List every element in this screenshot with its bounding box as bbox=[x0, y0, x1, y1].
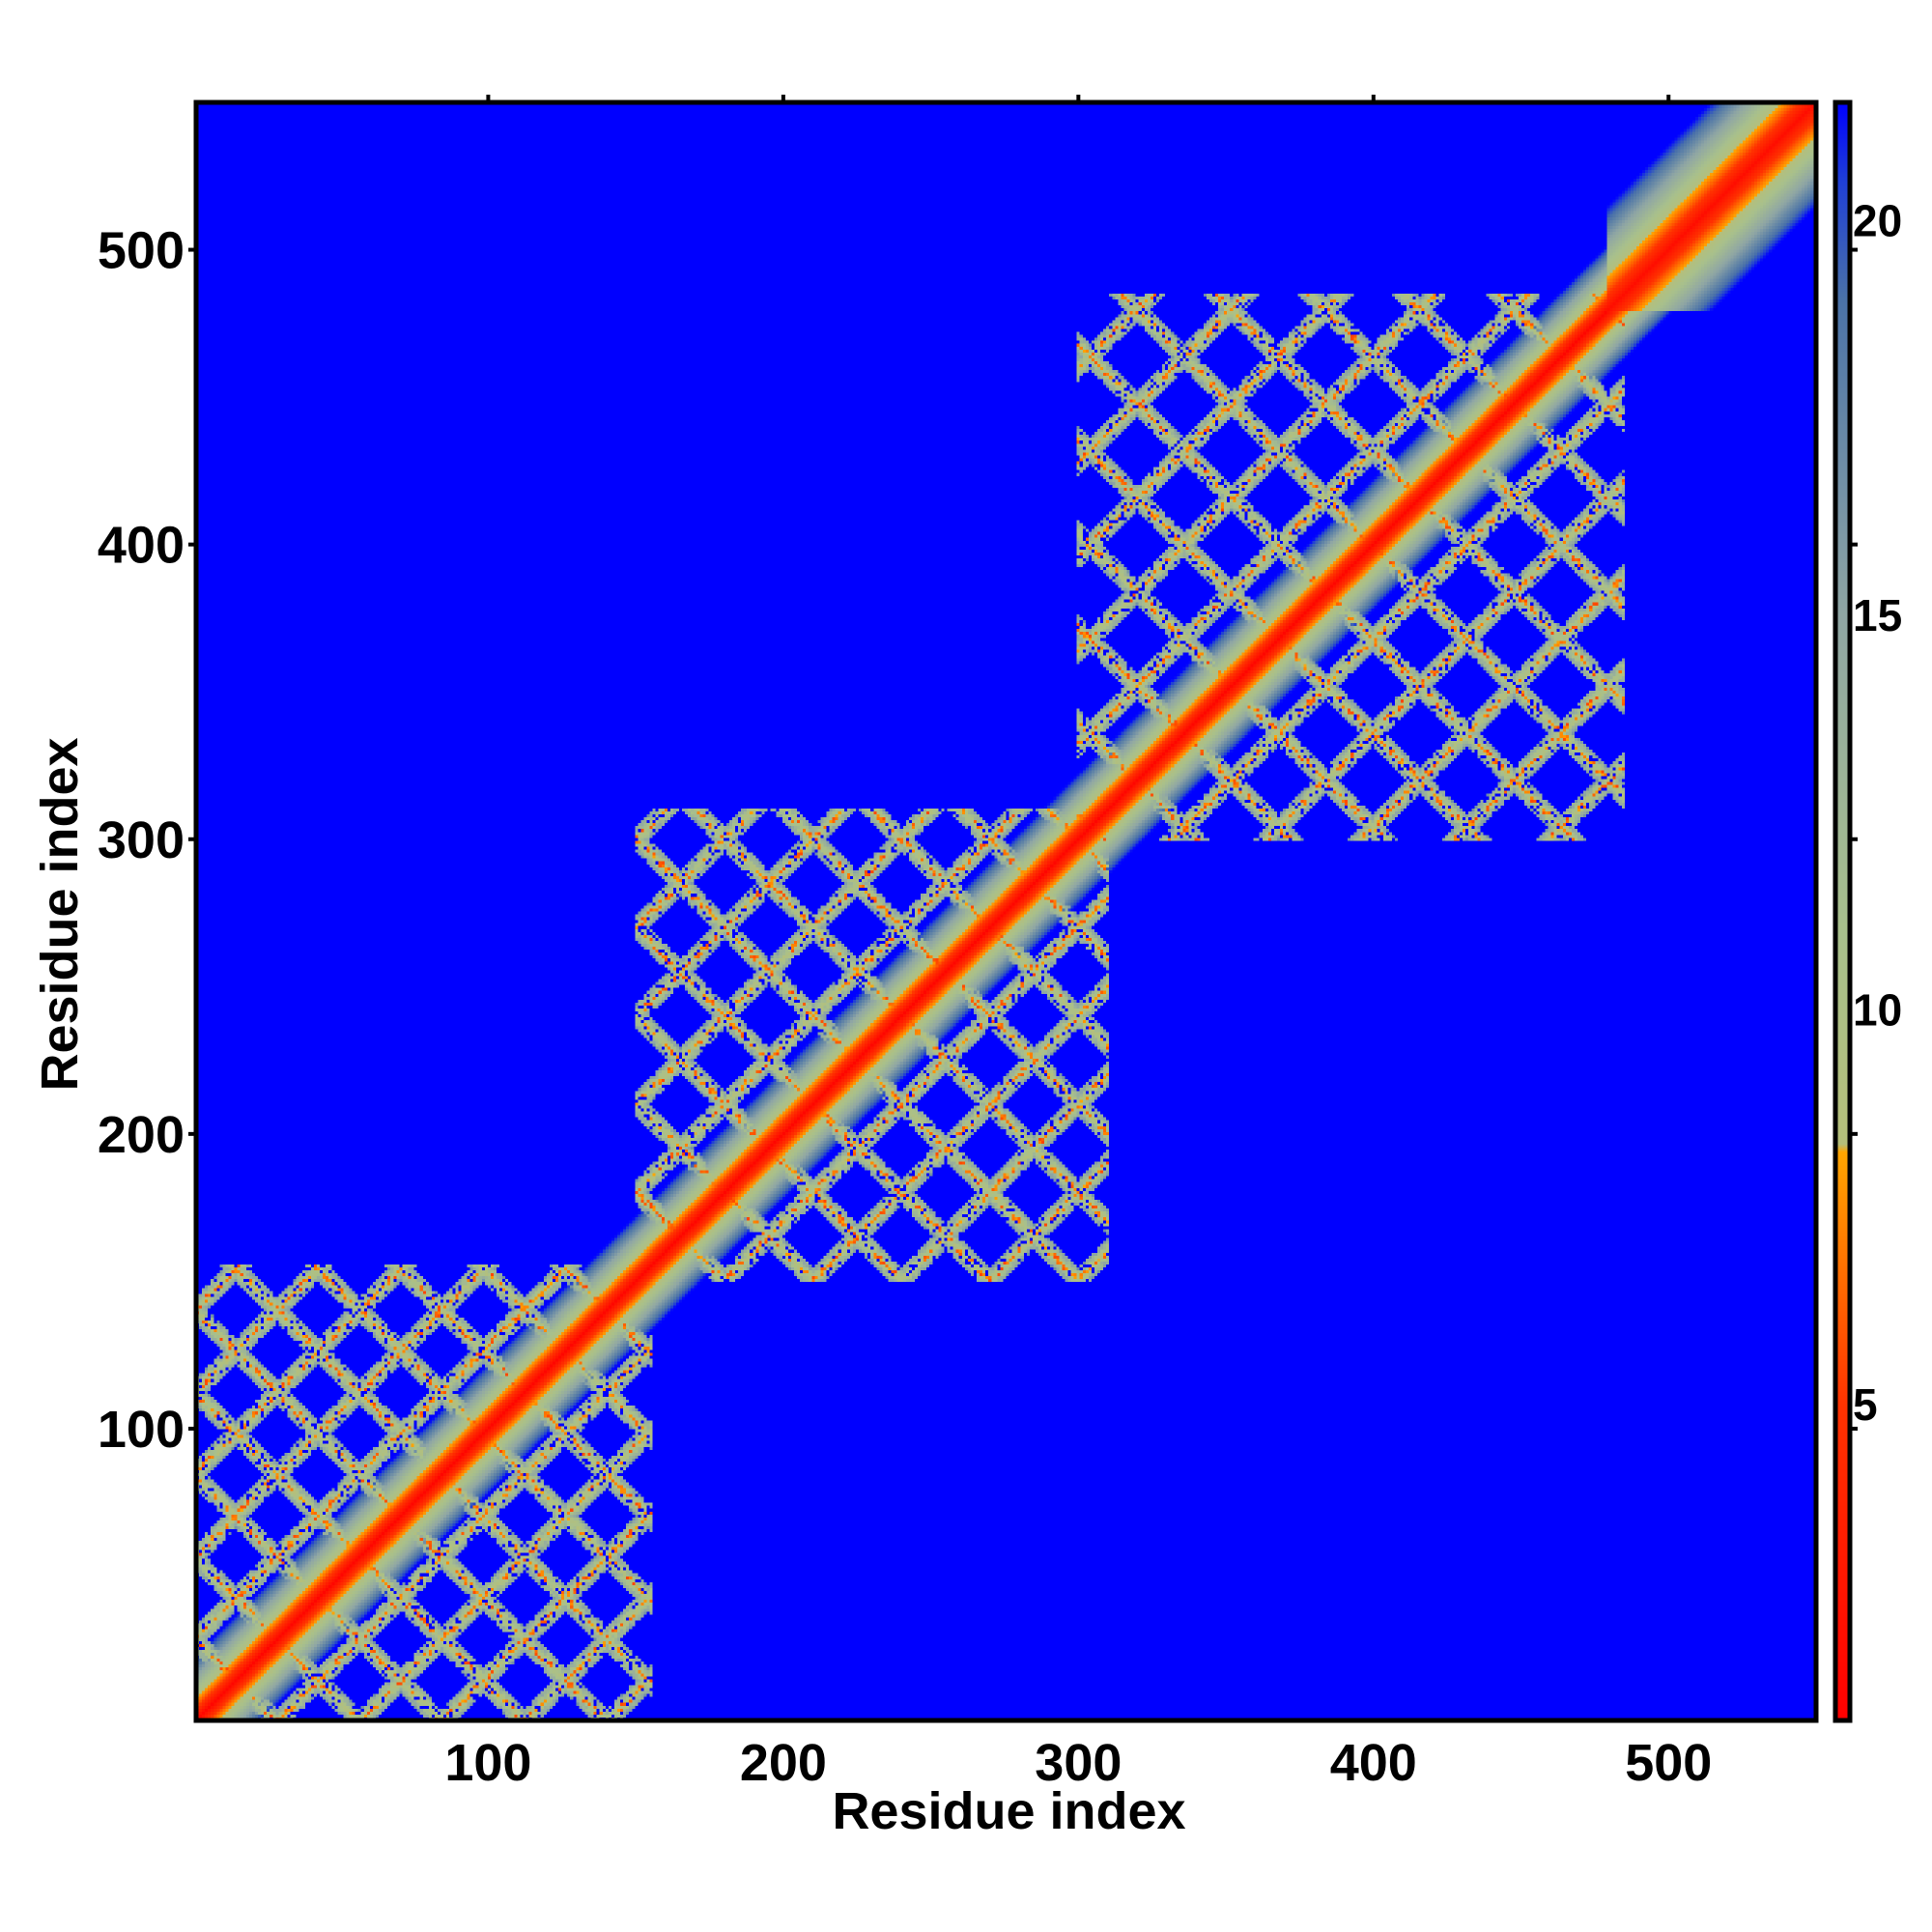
x-tick-label: 100 bbox=[444, 1734, 531, 1792]
colorbar-tick-label: 5 bbox=[1853, 1379, 1878, 1430]
colorbar-tick-label: 10 bbox=[1853, 985, 1902, 1036]
x-tick-label: 300 bbox=[1035, 1734, 1122, 1792]
colorbar bbox=[1833, 99, 1853, 1723]
colorbar-ticks: 5 10 15 20 bbox=[1850, 196, 1902, 1431]
y-tick-label: 100 bbox=[98, 1401, 185, 1459]
y-tick-label: 200 bbox=[98, 1106, 185, 1164]
y-tick-label: 300 bbox=[98, 811, 185, 869]
heatmap-image bbox=[196, 102, 1816, 1720]
heatmap-cells bbox=[196, 102, 1816, 1720]
colorbar-tick-label: 15 bbox=[1853, 590, 1902, 640]
x-tick-label: 200 bbox=[740, 1734, 827, 1792]
x-axis-ticks: 100 200 300 400 500 bbox=[444, 95, 1712, 1792]
x-axis-label: Residue index bbox=[832, 1782, 1185, 1840]
y-axis-label: Residue index bbox=[31, 737, 89, 1091]
x-tick-label: 500 bbox=[1625, 1734, 1712, 1792]
y-tick-label: 400 bbox=[98, 517, 185, 575]
x-tick-label: 400 bbox=[1330, 1734, 1417, 1792]
y-axis-ticks: 100 200 300 400 500 bbox=[98, 222, 196, 1459]
plot-frame bbox=[193, 99, 1819, 1723]
colorbar-tick-label: 20 bbox=[1853, 196, 1902, 246]
y-tick-label: 500 bbox=[98, 222, 185, 280]
